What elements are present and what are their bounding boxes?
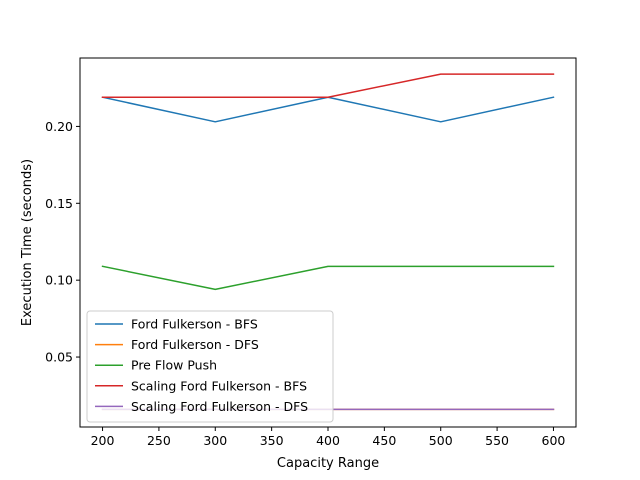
x-axis-label: Capacity Range: [277, 456, 379, 471]
legend-label-2: Ford Fulkerson - DFS: [131, 337, 259, 352]
series-line-4: [101, 73, 555, 98]
x-tick-label: 600: [542, 433, 566, 448]
x-tick-label: 200: [91, 433, 115, 448]
legend-label-5: Scaling Ford Fulkerson - DFS: [131, 399, 308, 414]
x-tick-label: 350: [260, 433, 284, 448]
x-tick-label: 400: [316, 433, 340, 448]
legend: Ford Fulkerson - BFS Ford Fulkerson - DFS…: [86, 310, 334, 423]
y-tick-label: 0.20: [45, 119, 73, 134]
series-line-1: [101, 96, 555, 123]
legend-label-4: Scaling Ford Fulkerson - BFS: [131, 378, 307, 393]
x-axis: 200 250 300 350 400 450 500 550 600: [91, 427, 566, 448]
y-axis: 0.05 0.10 0.15 0.20: [45, 119, 80, 365]
legend-box: [86, 310, 334, 423]
x-tick-label: 450: [372, 433, 396, 448]
series-line-3: [101, 265, 555, 291]
x-tick-label: 550: [485, 433, 509, 448]
legend-label-1: Ford Fulkerson - BFS: [131, 317, 258, 332]
y-tick-label: 0.15: [45, 196, 73, 211]
y-axis-label: Execution Time (seconds): [20, 159, 35, 326]
y-tick-label: 0.05: [45, 350, 73, 365]
legend-label-3: Pre Flow Push: [131, 358, 217, 373]
x-tick-label: 300: [203, 433, 227, 448]
x-tick-label: 250: [147, 433, 171, 448]
x-tick-label: 500: [429, 433, 453, 448]
y-tick-label: 0.10: [45, 273, 73, 288]
